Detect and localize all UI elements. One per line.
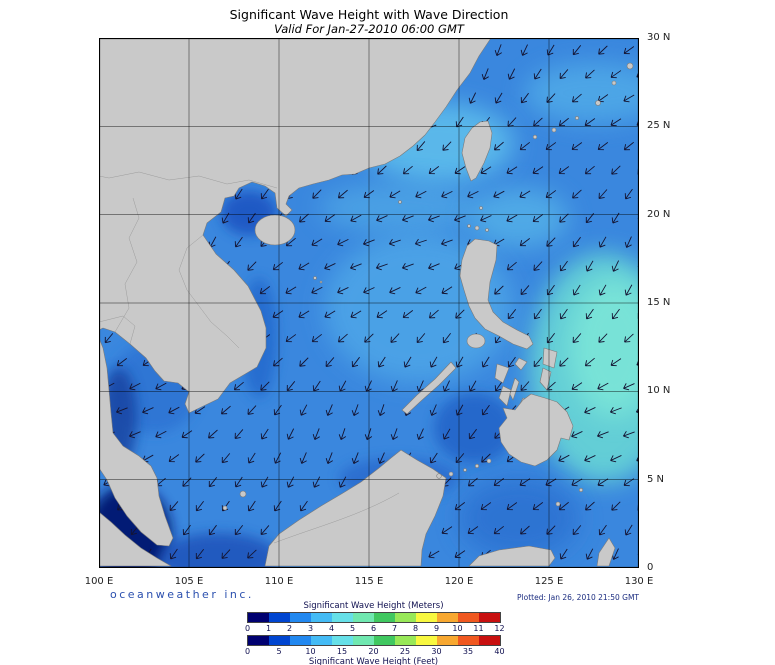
land-cebu: [509, 377, 520, 401]
land-mindanao: [498, 393, 574, 467]
land-negros: [498, 385, 512, 407]
y-axis-label: 10 N: [647, 385, 671, 397]
meters-colorbar: [246, 612, 501, 623]
colorbar-tick-label: 40: [494, 647, 505, 656]
colorbar-segment: [352, 636, 374, 645]
colorbar-segment: [436, 636, 458, 645]
colorbar-tick-label: 20: [368, 647, 379, 656]
land-mainland-asia: [99, 38, 492, 414]
colorbar-tick-label: 8: [412, 624, 419, 633]
meters-colorbar-ticks: 0 1 2 3 4 5 6 7 8 9 10 11 12: [244, 624, 505, 634]
x-axis-label: 120 E: [444, 576, 474, 587]
colorbar-tick-label: 5: [276, 647, 282, 656]
land-hainan: [254, 214, 296, 246]
grid-lines: [99, 38, 639, 568]
x-axis-label: 105 E: [174, 576, 204, 587]
x-axis-label: 125 E: [534, 576, 564, 587]
colorbar-tick-label: 30: [431, 647, 442, 656]
colorbar-tick-label: 7: [391, 624, 398, 633]
feet-colorbar: [246, 635, 501, 646]
land-sulawesi-north: [468, 545, 556, 567]
x-axis-label: 110 E: [264, 576, 294, 587]
colorbar-segment: [436, 613, 458, 622]
colorbar-tick-label: 2: [286, 624, 293, 633]
country-borders: [99, 171, 400, 544]
valid-time-subtitle: Valid For Jan-27-2010 06:00 GMT: [274, 22, 464, 36]
colorbar-segment: [331, 636, 353, 645]
colorbar-tick-label: 0: [244, 624, 251, 633]
y-axis-label: 15 N: [647, 297, 671, 308]
land-panay: [494, 363, 510, 384]
y-axis-label: 25 N: [647, 120, 671, 132]
colorbar-segment: [289, 613, 311, 622]
colorbar-tick-label: 0: [244, 647, 251, 656]
oceanweather-branding: oceanweather inc.: [110, 588, 254, 601]
colorbar-segment: [457, 613, 479, 622]
colorbar-tick-label: 10: [452, 624, 463, 633]
feet-colorbar-ticks: 0 5 10 15 20 25 30 35 40: [244, 647, 505, 657]
y-axis-label: 5 N: [647, 473, 665, 485]
x-axis-label: 130 E: [624, 576, 654, 587]
colorbar-tick-label: 4: [328, 624, 335, 633]
colorbar-segment: [247, 613, 269, 622]
colorbar-segment: [268, 613, 290, 622]
meters-colorbar-label: Significant Wave Height (Meters): [303, 601, 444, 611]
land-masses: [99, 38, 634, 567]
colorbar-segment: [331, 613, 353, 622]
colorbar-tick-label: 15: [336, 647, 348, 656]
land-malay-peninsula: [99, 337, 174, 547]
colorbar-tick-label: 12: [494, 624, 505, 633]
colorbar-tick-label: 5: [349, 624, 356, 633]
colorbar-segment: [247, 636, 269, 645]
colorbar-segment: [352, 613, 374, 622]
colorbar-segment: [415, 636, 437, 645]
colorbar-segment: [478, 636, 500, 645]
colorbar-tick-label: 10: [305, 647, 316, 656]
colorbar-tick-label: 6: [370, 624, 377, 633]
colorbar-segment: [373, 636, 395, 645]
page-title: Significant Wave Height with Wave Direct…: [229, 7, 509, 22]
colorbar-tick-label: 9: [433, 624, 440, 633]
colorbar-tick-label: 35: [462, 647, 474, 656]
colorbar-segment: [310, 613, 332, 622]
y-axis-label: 20 N: [647, 208, 671, 220]
wave-height-map: [99, 38, 639, 568]
colorbar-segment: [310, 636, 332, 645]
plotted-timestamp: Plotted: Jan 26, 2010 21:50 GMT: [517, 593, 639, 602]
colorbar-segment: [373, 613, 395, 622]
y-axis-label: 0: [647, 562, 654, 573]
land-palawan: [401, 361, 457, 415]
land-halmahera: [596, 537, 616, 567]
land-sumatra: [99, 511, 172, 567]
land-luzon: [459, 238, 534, 350]
colorbar-tick-label: 25: [399, 647, 411, 656]
colorbar-segment: [289, 636, 311, 645]
land-leyte: [539, 367, 552, 391]
colorbar-segment: [415, 613, 437, 622]
land-borneo: [264, 449, 447, 567]
land-masbate: [514, 357, 528, 371]
x-axis-label: 100 E: [84, 576, 114, 587]
feet-colorbar-label: Significant Wave Height (Feet): [308, 657, 439, 665]
colorbar-segment: [478, 613, 500, 622]
land-mindoro: [466, 333, 486, 349]
colorbar-tick-label: 11: [473, 624, 484, 633]
colorbar-segment: [394, 636, 416, 645]
colorbar-tick-label: 3: [307, 624, 314, 633]
colorbar-segment: [268, 636, 290, 645]
land-samar: [542, 347, 558, 369]
y-axis-label: 30 N: [647, 32, 671, 43]
x-axis-label: 115 E: [354, 576, 384, 587]
map-frame: [99, 38, 639, 568]
colorbar-tick-label: 1: [265, 624, 272, 633]
colorbar-segment: [394, 613, 416, 622]
land-taiwan: [461, 120, 493, 182]
colorbar-segment: [457, 636, 479, 645]
